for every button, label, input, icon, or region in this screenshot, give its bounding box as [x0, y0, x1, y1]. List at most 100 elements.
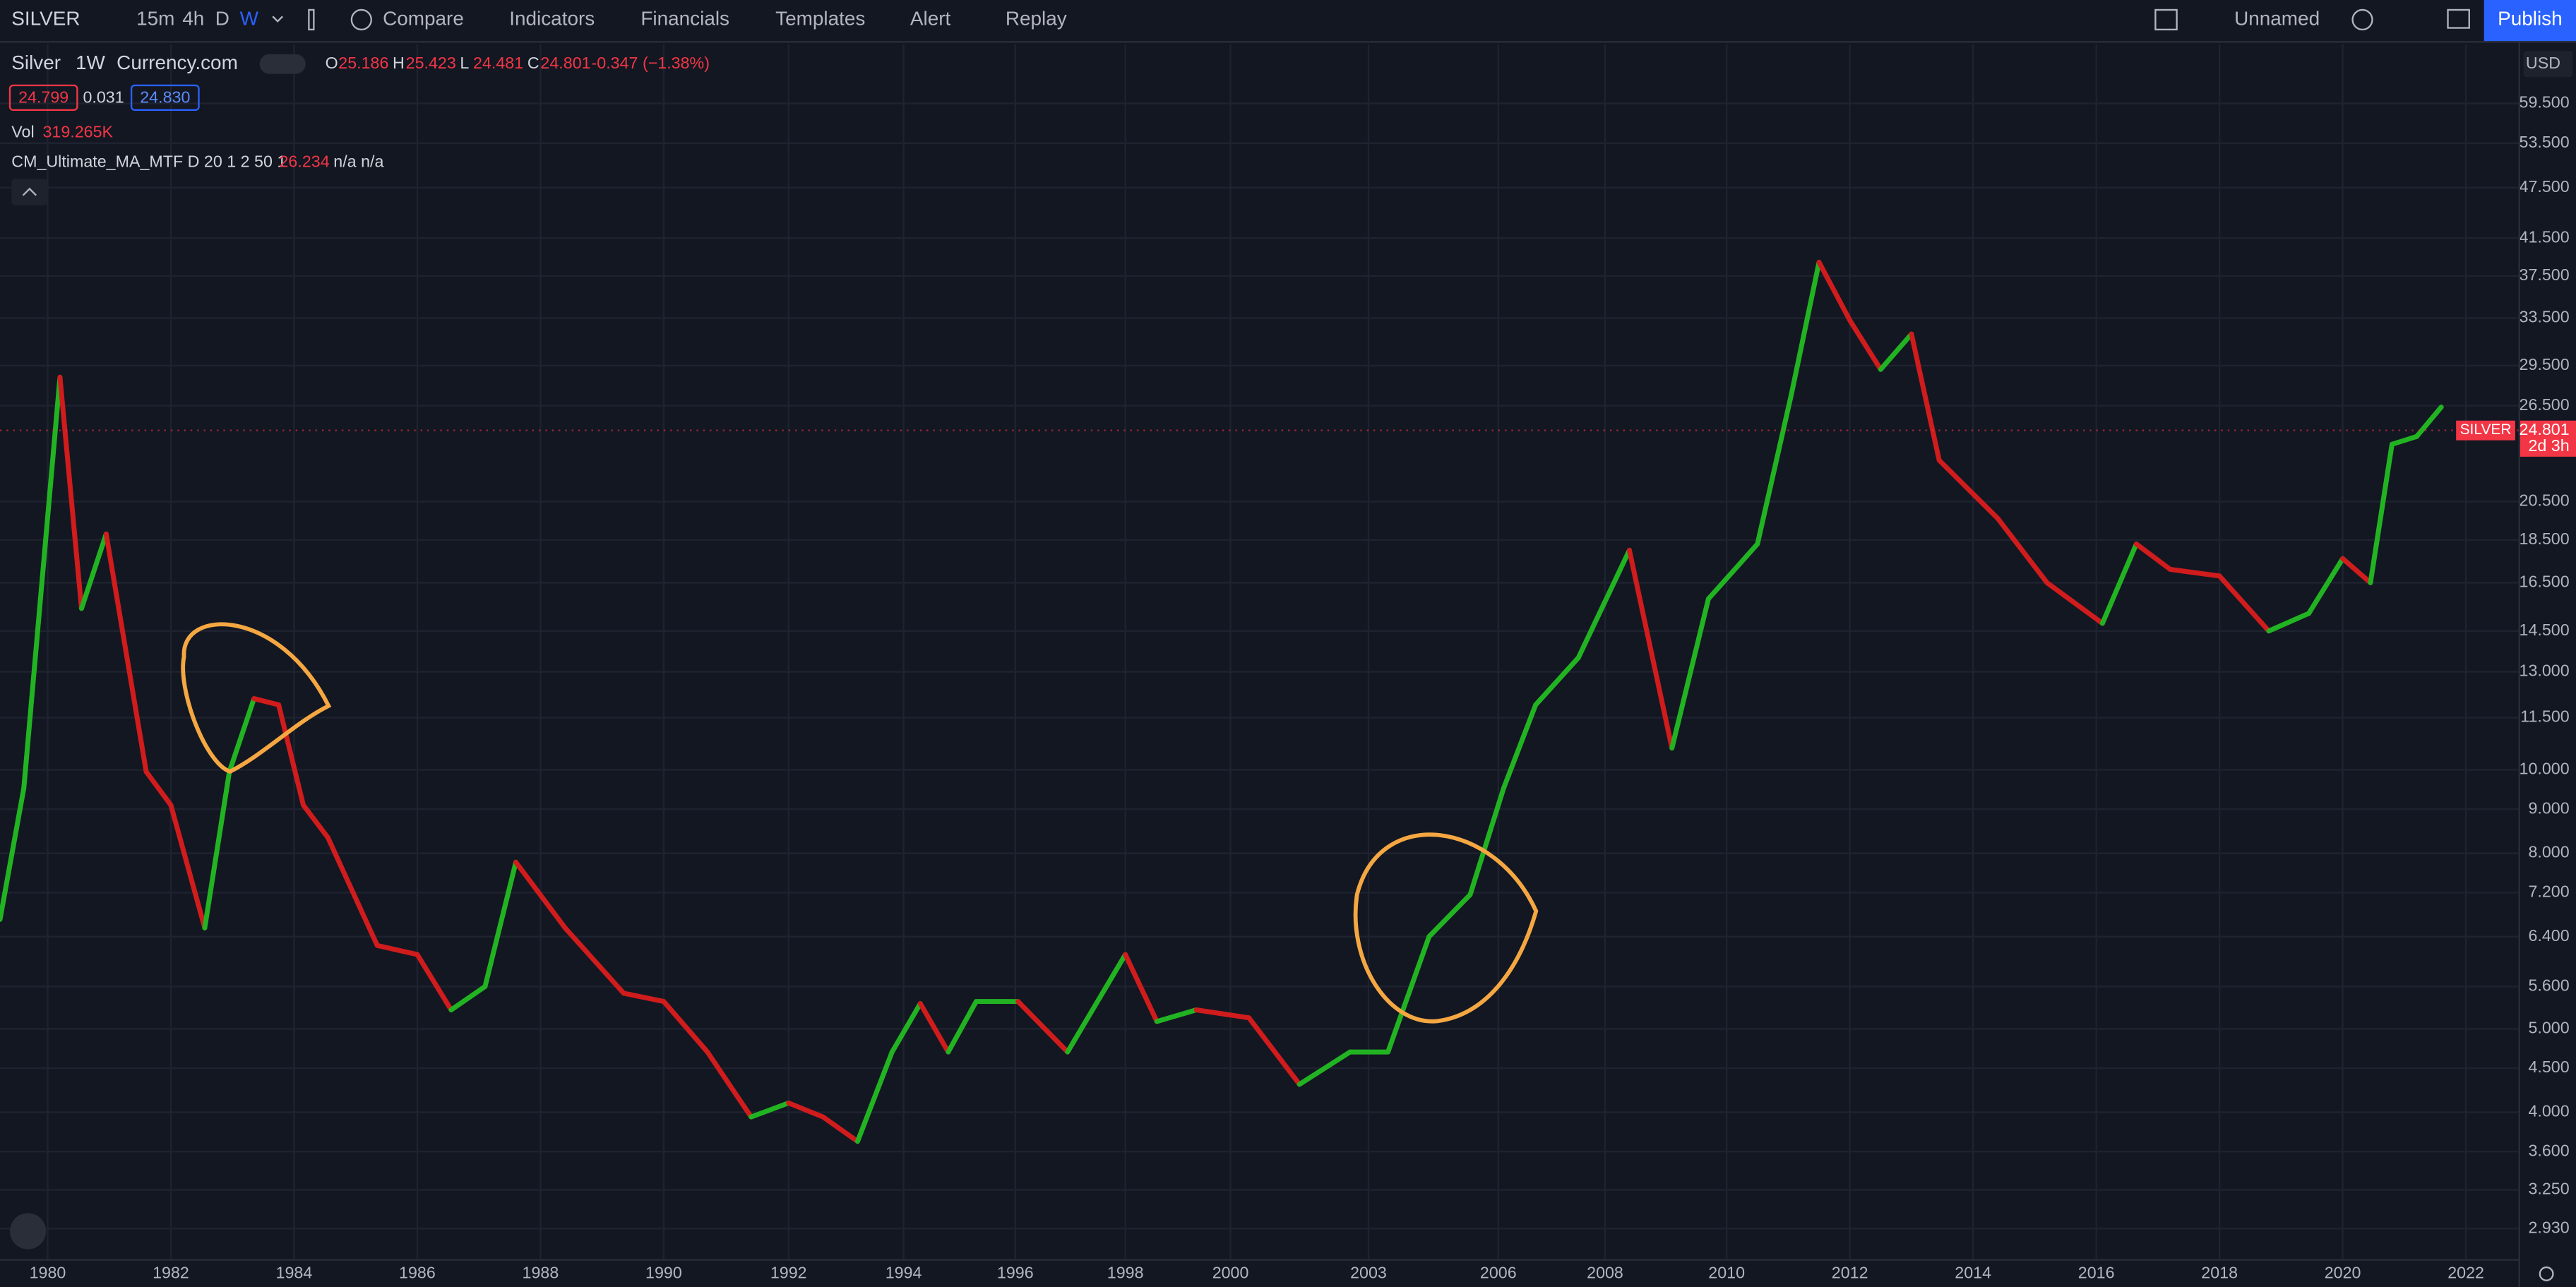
y-tick-label: 8.000 [2528, 843, 2569, 861]
dropdown-icon[interactable] [272, 16, 283, 23]
ma-segment [2167, 567, 2222, 579]
ma-segment [1816, 259, 1853, 323]
alert-button[interactable]: Alert [910, 7, 951, 29]
x-tick-label: 1982 [153, 1264, 189, 1282]
interval[interactable]: W [240, 7, 259, 29]
interval[interactable]: D [215, 7, 229, 29]
vol-value: 319.265K [42, 122, 113, 140]
collapse-button[interactable] [11, 179, 48, 205]
y-tick-label: 26.500 [2520, 395, 2570, 414]
y-tick-label: 53.500 [2520, 133, 2570, 151]
ma-segment [57, 374, 84, 611]
toolbar [0, 0, 2576, 42]
ma-segment [1065, 952, 1128, 1055]
y-tick-label: 33.500 [2520, 308, 2570, 326]
ma-segment [276, 702, 306, 808]
x-tick-label: 2000 [1212, 1264, 1249, 1282]
x-tick-label: 1990 [645, 1264, 682, 1282]
x-tick-label: 1984 [276, 1264, 313, 1282]
ma-segment [2340, 556, 2373, 585]
x-tick-label: 2010 [1708, 1264, 1745, 1282]
settings-icon[interactable] [2351, 8, 2373, 31]
x-tick-label: 1980 [30, 1264, 66, 1282]
logo[interactable] [9, 1213, 47, 1250]
ma-segment [946, 999, 979, 1055]
x-tick-label: 2018 [2201, 1264, 2238, 1282]
price-tag-name: SILVER [2460, 421, 2512, 438]
ma-segment [1426, 892, 1473, 940]
ma-segment [103, 531, 149, 774]
indicators-button[interactable]: Indicators [509, 7, 595, 29]
annotation-circle [1353, 832, 1539, 1024]
ohlc-value: 24.801 [540, 54, 590, 72]
ma-segment [2044, 580, 2105, 626]
price-tag-name-box [2456, 420, 2515, 441]
layout-name[interactable]: Unnamed [2234, 7, 2320, 29]
ma-segment [1246, 1015, 1302, 1087]
compare-icon[interactable] [350, 8, 372, 31]
financials-button[interactable]: Financials [640, 7, 729, 29]
ma-segment [1878, 331, 1914, 372]
x-tick-label: 1992 [770, 1264, 807, 1282]
y-tick-label: 7.200 [2528, 882, 2569, 900]
y-tick-label: 20.500 [2520, 491, 2570, 510]
ma-segment [168, 802, 208, 930]
ohlc-value: 24.481 [473, 54, 523, 72]
ma-segment [1705, 541, 1760, 601]
ma-segment [1533, 655, 1581, 707]
y-tick-label: 9.000 [2528, 798, 2569, 817]
x-tick-label: 2006 [1480, 1264, 1517, 1282]
axis-settings-icon[interactable] [2539, 1266, 2554, 1281]
x-tick-label: 1996 [997, 1264, 1034, 1282]
annotation-circle [181, 622, 332, 774]
ma-segment [301, 802, 330, 841]
ma-segment [1936, 457, 2000, 521]
ma-segment [1123, 952, 1159, 1024]
y-tick-label: 47.500 [2520, 177, 2570, 196]
y-tick-label: 3.600 [2528, 1141, 2569, 1159]
y-tick-label: 59.500 [2520, 93, 2570, 112]
y-tick-label: 4.000 [2528, 1102, 2569, 1120]
ma-segment [1385, 934, 1432, 1055]
currency-box[interactable] [2523, 51, 2573, 78]
templates-button[interactable]: Templates [775, 7, 865, 29]
legend-interval: 1W [76, 52, 106, 73]
ma-segment [749, 1100, 792, 1120]
ohlc-value: 25.423 [406, 54, 456, 72]
ma-segment [143, 769, 174, 808]
publish-button[interactable] [2483, 0, 2576, 42]
interval[interactable]: 4h [182, 7, 204, 29]
y-tick-label: 5.600 [2528, 976, 2569, 994]
ma-segment [621, 990, 667, 1005]
y-tick-label: 14.500 [2520, 621, 2570, 639]
ma-segment [1193, 1007, 1252, 1021]
status-pill[interactable] [259, 54, 306, 74]
x-tick-label: 1988 [523, 1264, 559, 1282]
collapse-icon[interactable] [22, 187, 37, 196]
replay-button[interactable]: Replay [1006, 7, 1067, 29]
publish-label[interactable]: Publish [2498, 7, 2563, 29]
layout-icon[interactable] [2154, 8, 2178, 31]
ohlc-key: L [460, 54, 469, 72]
chart-type-icon[interactable] [308, 8, 315, 31]
ma-segment [1995, 515, 2050, 585]
ma-segment [2133, 541, 2173, 572]
ma-segment [1909, 331, 1942, 463]
ohlc: O 25.186 H 25.423 L 24.481 C 24.801 -0.347 (−1.3… [326, 54, 710, 72]
ma-segment [1296, 1049, 1353, 1087]
ma-segment [705, 1049, 754, 1120]
indicator-value: 26.234 [280, 152, 330, 170]
ohlc-key: H [393, 54, 405, 72]
snapshot-icon[interactable] [2447, 8, 2470, 29]
price-tag-label: 24.801 [2520, 420, 2570, 438]
y-tick-label: 6.400 [2528, 926, 2569, 945]
y-tick-label: 16.500 [2520, 573, 2570, 591]
ma-segment [78, 531, 109, 611]
currency[interactable]: USD [2526, 54, 2560, 72]
interval[interactable]: 15m [136, 7, 174, 29]
x-tick-label: 2003 [1350, 1264, 1387, 1282]
x-tick-label: 2022 [2447, 1264, 2484, 1282]
compare-button[interactable]: Compare [383, 7, 464, 29]
symbol[interactable]: SILVER [11, 7, 80, 29]
